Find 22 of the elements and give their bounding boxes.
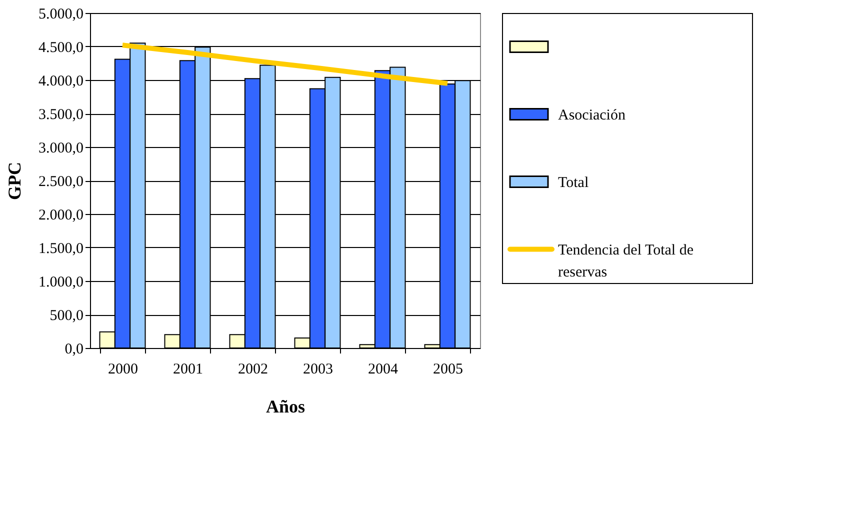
x-axis-title: Años [266,396,306,416]
x-tick-label: 2003 [303,362,333,378]
y-tick-label: 2.000,0 [38,208,84,224]
x-tick-label: 2004 [368,362,398,378]
y-tick-label: 0,0 [64,342,84,358]
legend-label: Asociación [558,107,626,124]
y-tick-label: 5.000,0 [38,6,84,22]
y-tick-label: 3.000,0 [38,140,84,156]
y-tick-label: 1.500,0 [38,241,84,257]
y-axis-title: GPC [4,162,24,200]
y-tick-label: 1.000,0 [38,274,84,290]
legend-label: Tendencia del Total de reservas [558,242,694,280]
x-tick-label: 2001 [173,362,203,378]
y-tick-label: 4.000,0 [38,74,84,90]
x-tick-label: 2000 [108,362,138,378]
x-tick-label: 2005 [433,362,463,378]
y-tick-label: 4.500,0 [38,40,84,56]
y-tick-label: 3.500,0 [38,107,84,123]
y-tick-label: 500,0 [50,308,84,324]
y-tick-label: 2.500,0 [38,174,84,190]
legend-label: Total [558,174,589,191]
x-tick-label: 2002 [238,362,268,378]
